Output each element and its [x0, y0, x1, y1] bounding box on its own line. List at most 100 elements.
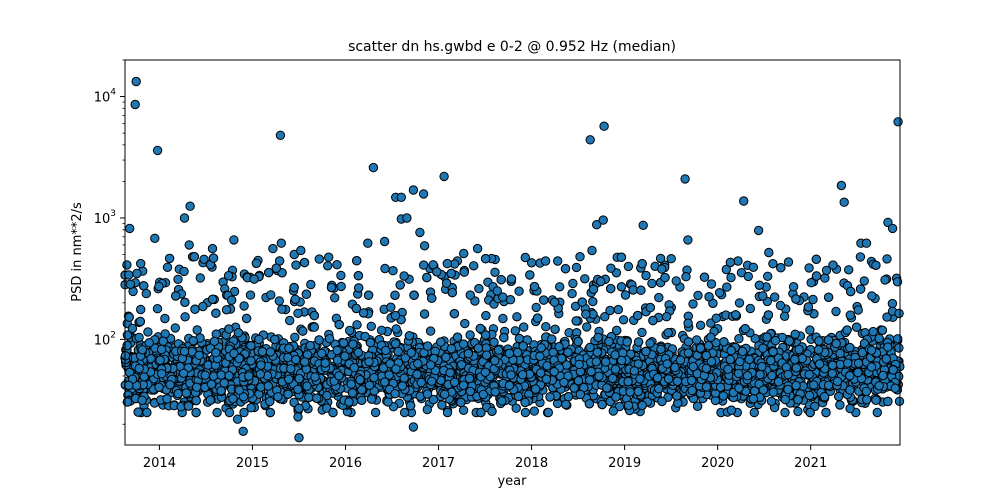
scatter-point	[351, 303, 361, 314]
scatter-point	[357, 395, 367, 405]
scatter-point	[529, 281, 540, 292]
scatter-point	[437, 400, 447, 410]
scatter-point	[505, 295, 516, 305]
scatter-point	[476, 407, 486, 418]
scatter-point	[380, 263, 390, 274]
scatter-point	[758, 343, 768, 353]
scatter-point	[399, 373, 409, 383]
scatter-point	[633, 359, 643, 369]
scatter-point	[452, 332, 463, 342]
scatter-point	[320, 358, 330, 368]
scatter-point	[791, 380, 801, 391]
scatter-point	[136, 258, 146, 269]
scatter-point	[497, 396, 507, 406]
scatter-point	[134, 363, 144, 374]
scatter-point	[683, 318, 693, 328]
scatter-point	[545, 392, 555, 402]
scatter-point	[498, 292, 508, 302]
scatter-point	[775, 300, 786, 311]
scatter-point	[492, 286, 502, 296]
scatter-point	[655, 253, 666, 264]
scatter-point	[393, 346, 403, 357]
scatter-point	[143, 327, 153, 337]
scatter-point	[358, 308, 369, 318]
scatter-point	[722, 282, 732, 292]
scatter-point	[419, 309, 430, 319]
scatter-point	[490, 267, 500, 277]
scatter-point	[412, 369, 422, 380]
scatter-point	[530, 384, 541, 394]
scatter-point	[783, 369, 793, 380]
scatter-point	[894, 343, 904, 353]
scatter-point	[618, 348, 628, 358]
scatter-point	[270, 334, 280, 345]
scatter-point	[662, 359, 672, 369]
scatter-point	[208, 253, 219, 263]
scatter-point	[805, 407, 815, 418]
scatter-point	[606, 283, 616, 294]
scatter-point	[588, 284, 599, 294]
scatter-point	[714, 288, 725, 298]
scatter-point	[543, 407, 553, 418]
scatter-point	[399, 271, 409, 281]
scatter-point	[406, 348, 416, 358]
scatter-point	[525, 270, 535, 280]
scatter-point	[212, 407, 222, 418]
scatter-point	[779, 311, 790, 321]
scatter-point	[571, 316, 581, 326]
scatter-point	[561, 399, 571, 410]
scatter-point	[888, 365, 898, 375]
scatter-point	[199, 254, 209, 264]
scatter-point	[793, 406, 803, 417]
scatter-point	[648, 315, 658, 326]
scatter-point	[821, 407, 831, 418]
scatter-point	[314, 335, 324, 345]
scatter-point	[162, 262, 173, 272]
scatter-point	[878, 370, 888, 381]
scatter-point	[654, 292, 664, 303]
scatter-point	[390, 290, 400, 300]
scatter-point	[773, 377, 784, 387]
scatter-point	[654, 384, 664, 394]
scatter-point	[569, 383, 579, 393]
scatter-point	[828, 260, 838, 270]
scatter-point	[366, 321, 376, 331]
scatter-point	[688, 299, 698, 309]
scatter-point	[465, 290, 475, 300]
scatter-point	[221, 305, 232, 315]
scatter-point	[298, 326, 308, 336]
scatter-point	[386, 302, 396, 312]
scatter-point	[675, 355, 686, 365]
scatter-point	[302, 381, 312, 391]
scatter-point	[560, 264, 571, 274]
scatter-point	[209, 336, 220, 347]
scatter-point	[266, 290, 276, 300]
scatter-point	[637, 327, 647, 338]
scatter-point	[324, 252, 334, 262]
scatter-point	[446, 344, 457, 354]
scatter-point	[791, 294, 801, 304]
scatter-point	[475, 323, 485, 334]
scatter-point	[399, 407, 410, 418]
scatter-point	[283, 389, 293, 399]
scatter-point	[693, 290, 703, 301]
scatter-point	[442, 258, 452, 269]
scatter-point	[326, 282, 337, 293]
scatter-point	[137, 345, 148, 355]
scatter-point	[390, 339, 401, 349]
scatter-point	[793, 395, 803, 405]
scatter-point	[582, 322, 592, 332]
scatter-point	[241, 313, 252, 324]
scatter-point	[737, 346, 748, 357]
scatter-point	[378, 363, 389, 373]
scatter-point	[312, 393, 322, 403]
scatter-point	[606, 263, 616, 273]
scatter-point	[823, 335, 834, 345]
scatter-point	[496, 275, 506, 285]
scatter-point	[570, 301, 581, 311]
scatter-point	[820, 273, 830, 283]
scatter-point	[425, 326, 436, 336]
scatter-point	[370, 407, 381, 418]
scatter-point	[395, 280, 405, 290]
